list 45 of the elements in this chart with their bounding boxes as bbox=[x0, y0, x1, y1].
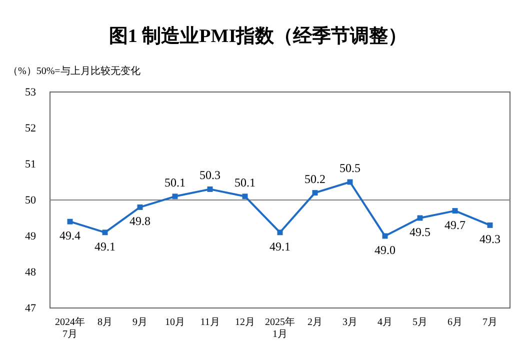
data-label: 49.3 bbox=[480, 232, 500, 246]
data-label: 49.5 bbox=[410, 225, 430, 239]
y-tick-label: 51 bbox=[25, 158, 36, 171]
x-tick-label: 8月 bbox=[98, 317, 112, 328]
y-axis-title: （%）50%=与上月比较无变化 bbox=[8, 65, 140, 77]
x-tick-label: 4月 bbox=[378, 317, 392, 328]
y-tick-label: 48 bbox=[25, 266, 36, 279]
x-tick-label: 12月 bbox=[235, 317, 255, 328]
y-tick-label: 52 bbox=[25, 122, 36, 135]
data-label: 49.8 bbox=[130, 214, 150, 228]
y-tick-label: 47 bbox=[25, 302, 36, 315]
data-label: 50.2 bbox=[304, 172, 326, 186]
x-tick-label: 7月 bbox=[482, 317, 498, 328]
data-label: 49.4 bbox=[60, 228, 80, 243]
x-tick-label: 11月 bbox=[200, 317, 220, 328]
point bbox=[207, 186, 213, 192]
y-tick-label: 50 bbox=[25, 194, 36, 207]
point bbox=[312, 190, 318, 196]
data-label: 50.1 bbox=[164, 175, 186, 190]
data-label: 50.5 bbox=[340, 161, 360, 175]
x-tick-label: 2月 bbox=[308, 317, 322, 328]
x-tick-label: 2025年 1月 bbox=[265, 316, 295, 340]
data-label: 49.7 bbox=[444, 218, 466, 232]
data-label: 49.1 bbox=[270, 239, 290, 254]
point bbox=[242, 194, 248, 200]
x-tick-label: 6月 bbox=[448, 317, 462, 328]
point bbox=[137, 204, 143, 210]
data-label: 50.3 bbox=[200, 168, 220, 182]
data-label: 49.0 bbox=[374, 243, 396, 257]
point bbox=[102, 230, 108, 236]
data-label: 49.1 bbox=[94, 239, 116, 254]
x-tick-label: 5月 bbox=[412, 317, 428, 328]
point bbox=[172, 194, 178, 200]
point bbox=[452, 208, 458, 214]
point bbox=[487, 222, 493, 228]
point bbox=[277, 230, 283, 236]
point bbox=[67, 218, 73, 224]
y-tick-label: 53 bbox=[25, 86, 36, 99]
x-tick-label: 9月 bbox=[132, 317, 148, 328]
x-tick-label: 10月 bbox=[165, 317, 185, 328]
x-tick-label: 3月 bbox=[342, 317, 358, 328]
x-tick-label: 2024年 7月 bbox=[55, 316, 85, 340]
data-label: 50.1 bbox=[234, 175, 256, 190]
chart-title: 图1 制造业PMI指数（经季节调整） bbox=[108, 25, 408, 47]
y-tick-label: 49 bbox=[25, 230, 36, 243]
